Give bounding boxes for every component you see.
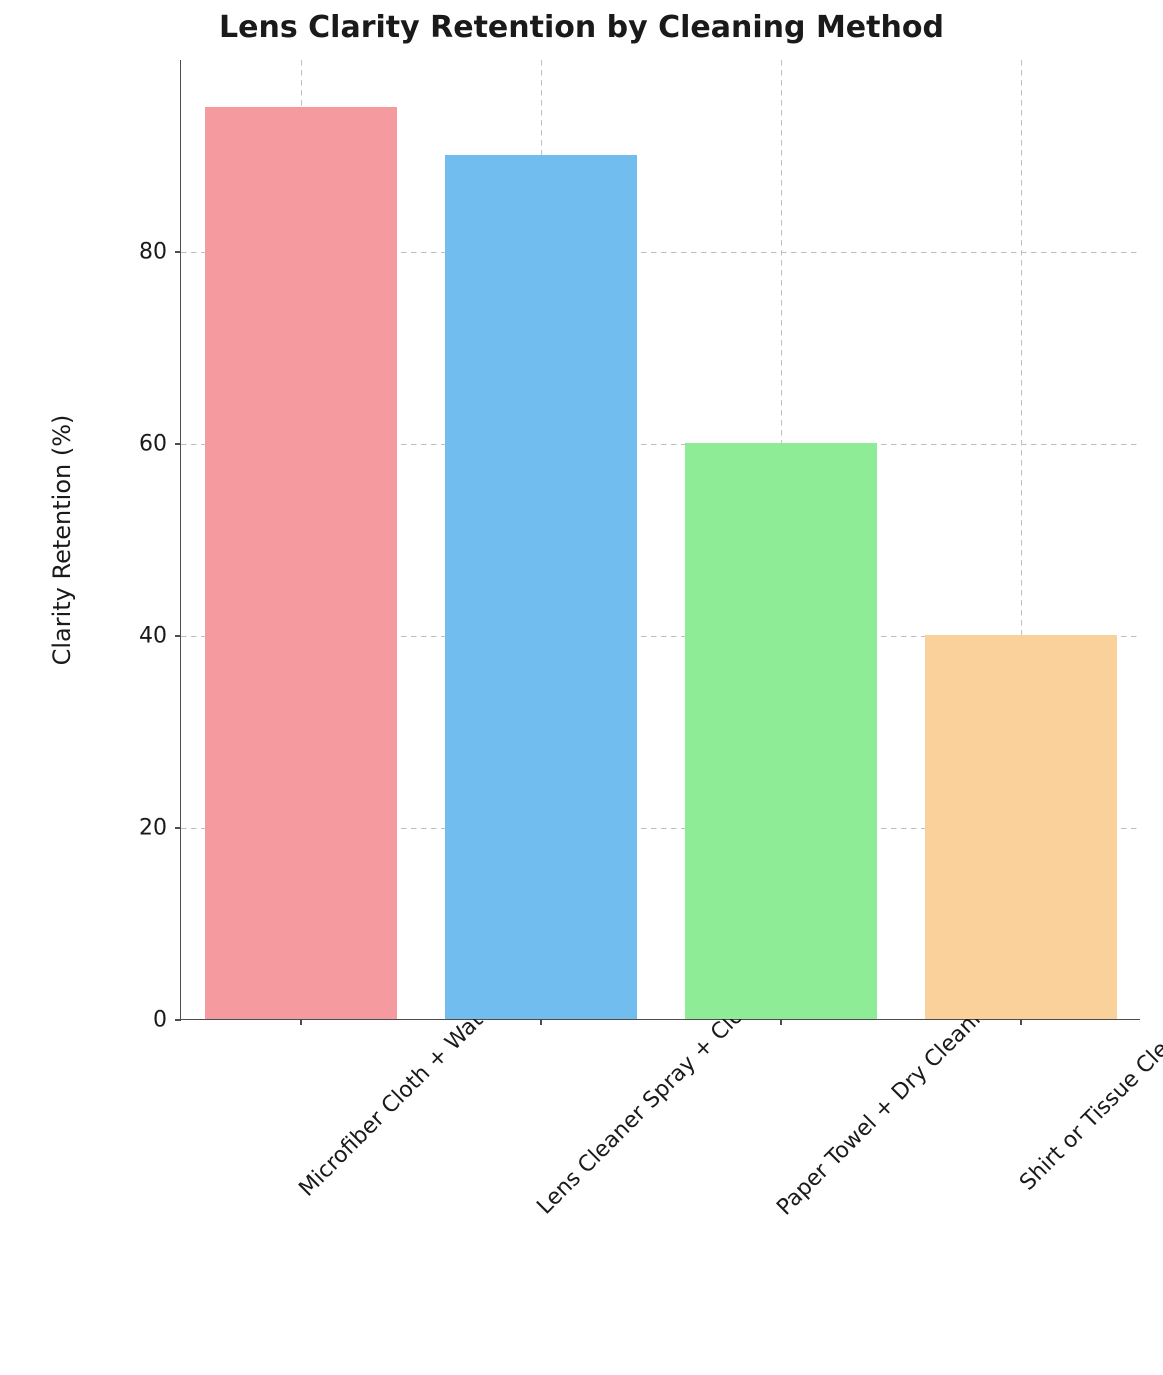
- y-axis-label: Clarity Retention (%): [48, 415, 76, 666]
- bar: [685, 443, 877, 1019]
- chart-container: Lens Clarity Retention by Cleaning Metho…: [0, 0, 1163, 1375]
- xtick-label: Microfiber Cloth + Water: [245, 1019, 466, 1240]
- xtick-label: Paper Towel + Dry Cleaning: [718, 1019, 963, 1264]
- plot-area: 020406080Microfiber Cloth + WaterLens Cl…: [180, 60, 1140, 1020]
- ytick-label: 20: [139, 816, 181, 841]
- xtick-mark: [300, 1019, 301, 1025]
- bar: [205, 107, 397, 1019]
- ytick-label: 80: [139, 240, 181, 265]
- bar: [925, 635, 1117, 1019]
- xtick-mark: [540, 1019, 541, 1025]
- chart-title: Lens Clarity Retention by Cleaning Metho…: [0, 10, 1163, 45]
- xtick-mark: [1020, 1019, 1021, 1025]
- ytick-label: 0: [153, 1008, 181, 1033]
- ytick-label: 60: [139, 432, 181, 457]
- xtick-label: Lens Cleaner Spray + Cloth: [478, 1019, 721, 1262]
- xtick-label: Shirt or Tissue Cleaning: [967, 1019, 1163, 1232]
- xtick-mark: [780, 1019, 781, 1025]
- ytick-label: 40: [139, 624, 181, 649]
- bar: [445, 155, 637, 1019]
